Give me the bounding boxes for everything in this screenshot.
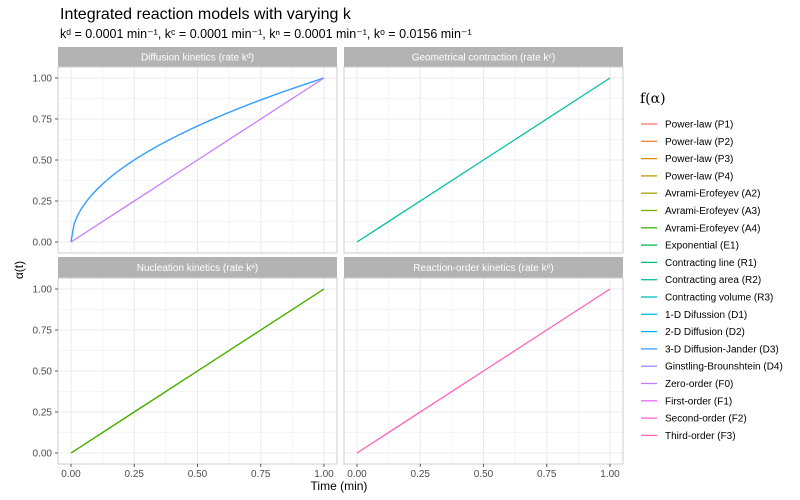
- series-line-zero-order-f0: [70, 77, 325, 243]
- y-tick-label: 0.50: [33, 156, 53, 167]
- legend-item: Avrami-Erofeyev (A2): [641, 189, 760, 200]
- y-tick-label: 0.00: [33, 449, 53, 460]
- y-tick-label: 0.50: [33, 367, 53, 378]
- facet-strip: [344, 257, 623, 278]
- legend-title: f(α): [640, 91, 666, 107]
- legend-item: Power-law (P3): [641, 154, 733, 165]
- x-axis-title: Time (min): [311, 479, 368, 493]
- legend-item: Contracting area (R2): [641, 275, 761, 286]
- x-tick-label: 0.50: [188, 469, 208, 480]
- x-tick-label: 0.50: [474, 469, 494, 480]
- legend-item: Exponential (E1): [641, 241, 739, 252]
- series-line-third-order-f3: [356, 288, 611, 454]
- y-tick-label: 1.00: [33, 74, 53, 85]
- legend-label: Avrami-Erofeyev (A4): [665, 223, 760, 234]
- legend-label: Second-order (F2): [665, 414, 747, 425]
- legend-label: 1-D Difussion (D1): [665, 310, 747, 321]
- y-tick-label: 0.25: [33, 408, 53, 419]
- legend-item: Ginstling-Brounshtein (D4): [641, 362, 783, 373]
- facet-strip-label: Geometrical contraction (rate kᶜ): [412, 53, 556, 64]
- legend-label: Contracting line (R1): [665, 258, 757, 269]
- facet-strip: [344, 47, 623, 67]
- gridlines: [344, 67, 623, 253]
- legend-label: Power-law (P2): [665, 137, 733, 148]
- panel-border: [343, 66, 624, 254]
- x-tick-label: 0.00: [347, 469, 367, 480]
- facet-panel-2: Geometrical contraction (rate kᶜ): [343, 47, 624, 254]
- legend-label: Zero-order (F0): [665, 379, 733, 390]
- legend-item: Contracting line (R1): [641, 258, 757, 269]
- y-tick-label: 0.75: [33, 326, 53, 337]
- x-tick-label: 0.75: [251, 469, 271, 480]
- series-line-avrami-erofeyev-a4: [70, 288, 325, 454]
- facet-panels: Diffusion kinetics (rate kᵈ) 0.00 0.25 0.50…: [33, 47, 624, 480]
- legend-label: First-order (F1): [665, 396, 732, 407]
- chart-title: Integrated reaction models with varying …: [60, 6, 352, 23]
- facet-strip: [58, 47, 337, 67]
- legend-item: Avrami-Erofeyev (A4): [641, 223, 760, 234]
- legend-item: Power-law (P2): [641, 137, 733, 148]
- y-tick-label: 0.25: [33, 197, 53, 208]
- x-tick-label: 0.00: [61, 469, 81, 480]
- x-tick-label: 0.75: [537, 469, 557, 480]
- legend: f(α) Power-law (P1) Power-law (P2) Power-l…: [640, 91, 783, 442]
- legend-label: Exponential (E1): [665, 241, 739, 252]
- facet-strip: [58, 257, 337, 278]
- x-tick-label: 1.00: [600, 469, 620, 480]
- legend-label: Power-law (P4): [665, 171, 733, 182]
- legend-label: Power-law (P1): [665, 120, 733, 131]
- legend-label: Avrami-Erofeyev (A3): [665, 206, 760, 217]
- legend-item: Power-law (P4): [641, 171, 733, 182]
- legend-item: Second-order (F2): [641, 414, 747, 425]
- legend-item: 2-D Diffusion (D2): [641, 327, 745, 338]
- facet-strip-label: Diffusion kinetics (rate kᵈ): [141, 53, 254, 64]
- y-tick-label: 0.75: [33, 115, 53, 126]
- y-tick-label: 1.00: [33, 285, 53, 296]
- y-tick-label: 0.00: [33, 238, 53, 249]
- legend-item: Contracting volume (R3): [641, 293, 773, 304]
- legend-label: Avrami-Erofeyev (A2): [665, 189, 760, 200]
- legend-label: Third-order (F3): [665, 431, 736, 442]
- series-line-contracting-area-r2: [356, 77, 611, 243]
- legend-label: Contracting volume (R3): [665, 293, 773, 304]
- facet-panel-4: Reaction-order kinetics (rate kᵒ) 0.00 0.2…: [343, 257, 624, 480]
- legend-item: 1-D Difussion (D1): [641, 310, 747, 321]
- y-axis-title: α(t): [12, 261, 26, 279]
- facet-panel-1: Diffusion kinetics (rate kᵈ) 0.00 0.25 0.50…: [33, 47, 338, 254]
- legend-item: 3-D Diffusion-Jander (D3): [641, 344, 779, 355]
- facet-strip-label: Reaction-order kinetics (rate kᵒ): [413, 263, 554, 274]
- chart-subtitle: kᵈ = 0.0001 min⁻¹, kᶜ = 0.0001 min⁻¹, kⁿ…: [60, 27, 472, 41]
- legend-label: Contracting area (R2): [665, 275, 761, 286]
- legend-item: First-order (F1): [641, 396, 732, 407]
- legend-label: Ginstling-Brounshtein (D4): [665, 362, 783, 373]
- gridlines: [344, 278, 623, 464]
- legend-item: Power-law (P1): [641, 120, 733, 131]
- x-tick-label: 1.00: [314, 469, 334, 480]
- series-line-2-d-diffusion-d2: [70, 77, 325, 243]
- legend-label: 2-D Diffusion (D2): [665, 327, 745, 338]
- gridlines: [58, 67, 337, 253]
- legend-label: 3-D Diffusion-Jander (D3): [665, 344, 779, 355]
- legend-item: Avrami-Erofeyev (A3): [641, 206, 760, 217]
- facet-strip-label: Nucleation kinetics (rate kⁿ): [137, 263, 258, 274]
- facet-panel-3: Nucleation kinetics (rate kⁿ) 0.00 0.25 0.5…: [33, 257, 338, 480]
- x-tick-label: 0.25: [411, 469, 431, 480]
- legend-item: Third-order (F3): [641, 431, 736, 442]
- x-tick-label: 0.25: [125, 469, 145, 480]
- legend-label: Power-law (P3): [665, 154, 733, 165]
- legend-item: Zero-order (F0): [641, 379, 733, 390]
